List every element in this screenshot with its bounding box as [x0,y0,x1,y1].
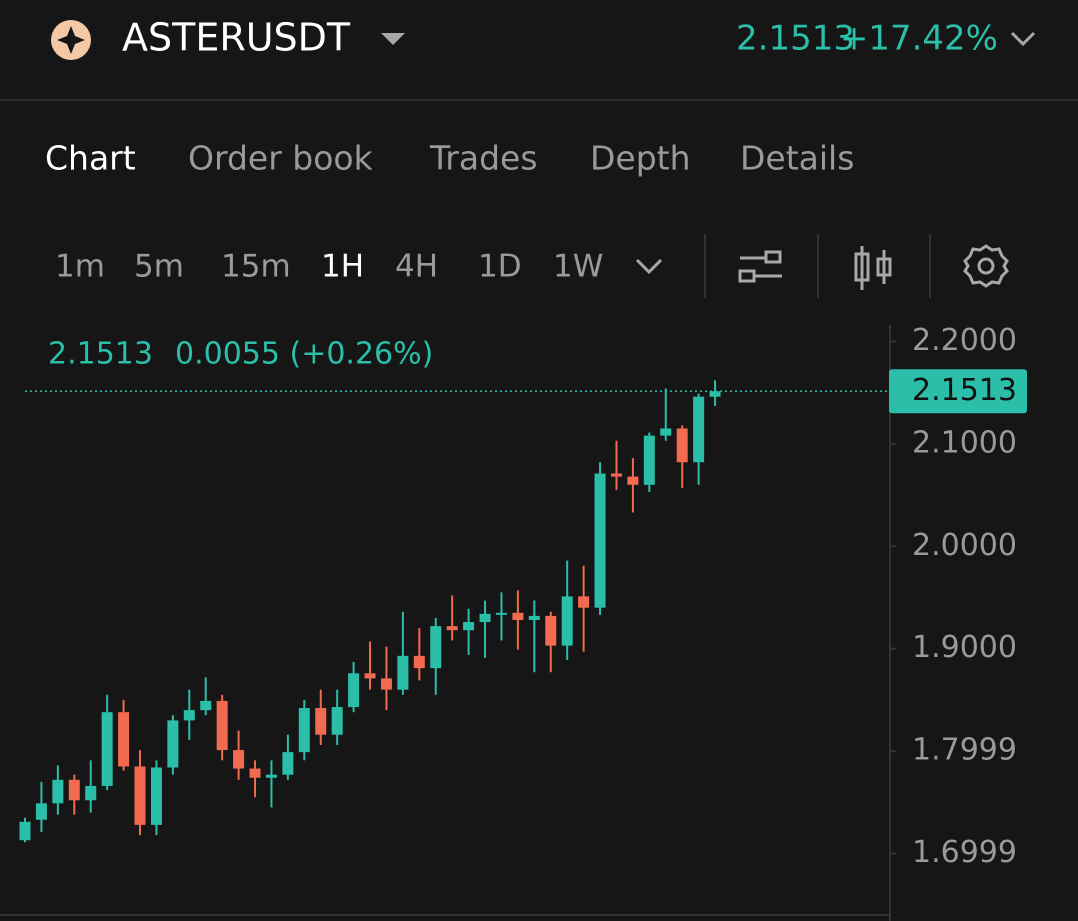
candle-body [463,622,475,631]
candle-body [331,707,343,735]
candle-body [627,476,639,485]
candle-body [52,779,64,804]
logo [51,20,91,60]
candle-body [643,435,655,485]
tab[interactable]: Order book [188,139,374,178]
tab[interactable]: Chart [45,139,136,178]
candle-body [380,678,392,690]
y-tick-label: 1.7999 [912,733,1017,768]
candle-body [364,673,376,679]
candle-body [413,655,425,669]
candle-body [298,708,310,753]
candle-body [101,712,113,786]
candle-body [19,821,31,841]
candle-body [150,767,162,825]
candle-body [118,712,130,767]
chart-type-button[interactable] [854,246,892,290]
tab[interactable]: Details [740,139,854,178]
candle-body [594,473,606,608]
header-change: +17.42% [840,19,998,59]
candle-body [282,752,294,775]
last-price-label: 2.1513 [912,373,1017,408]
header-price: 2.1513 [736,19,855,59]
y-tick-label: 1.6999 [912,835,1017,870]
tab[interactable]: Depth [590,139,691,178]
y-tick-label: 2.1000 [912,425,1017,460]
candle-body [495,612,507,615]
candle-body [134,766,146,825]
candle-body [348,673,360,708]
candle-body [528,615,540,620]
indicators-button[interactable] [738,250,782,283]
candle-body [216,700,228,751]
candle-body [315,708,327,735]
candle-body [479,613,491,623]
candle-body [35,803,47,820]
last-price-badge [889,369,1027,414]
expand-chevron[interactable] [1010,31,1036,47]
y-tick-label: 2.2000 [912,323,1017,358]
interval[interactable]: 5m [134,249,184,285]
candle-body [430,626,442,669]
interval[interactable]: 1D [478,249,522,285]
candle-body [85,785,97,801]
interval[interactable]: 1W [553,249,603,285]
candle-body [561,596,573,646]
candle-body [167,720,179,768]
tab[interactable]: Trades [429,139,538,178]
candle-body [693,396,705,463]
y-tick-label: 1.9000 [912,630,1017,665]
candle-body [512,612,524,620]
candle-body [233,750,245,769]
candle-body [610,473,622,477]
candle-body [709,391,721,397]
interval[interactable]: 4H [395,249,438,285]
candle-body [200,700,212,711]
interval[interactable]: 15m [221,249,291,285]
candle-body [68,779,80,801]
info-change: 0.0055 (+0.26%) [175,337,433,372]
symbol-dropdown[interactable] [381,33,405,45]
candle-body [183,710,195,721]
interval[interactable]: 1H [321,249,364,285]
symbol[interactable]: ASTERUSDT [122,16,351,60]
candle-body [397,655,409,690]
interval[interactable]: 1m [55,249,105,285]
candle-body [265,774,277,778]
candle-body [660,428,672,436]
y-tick-label: 2.0000 [912,528,1017,563]
candle-body [545,615,557,646]
candle-body [446,626,458,631]
settings-button[interactable] [963,244,1009,288]
more-intervals[interactable] [635,258,663,275]
candle-body [578,596,590,608]
candle-body [676,428,688,463]
candle-body [249,768,261,778]
info-price: 2.1513 [48,337,153,372]
